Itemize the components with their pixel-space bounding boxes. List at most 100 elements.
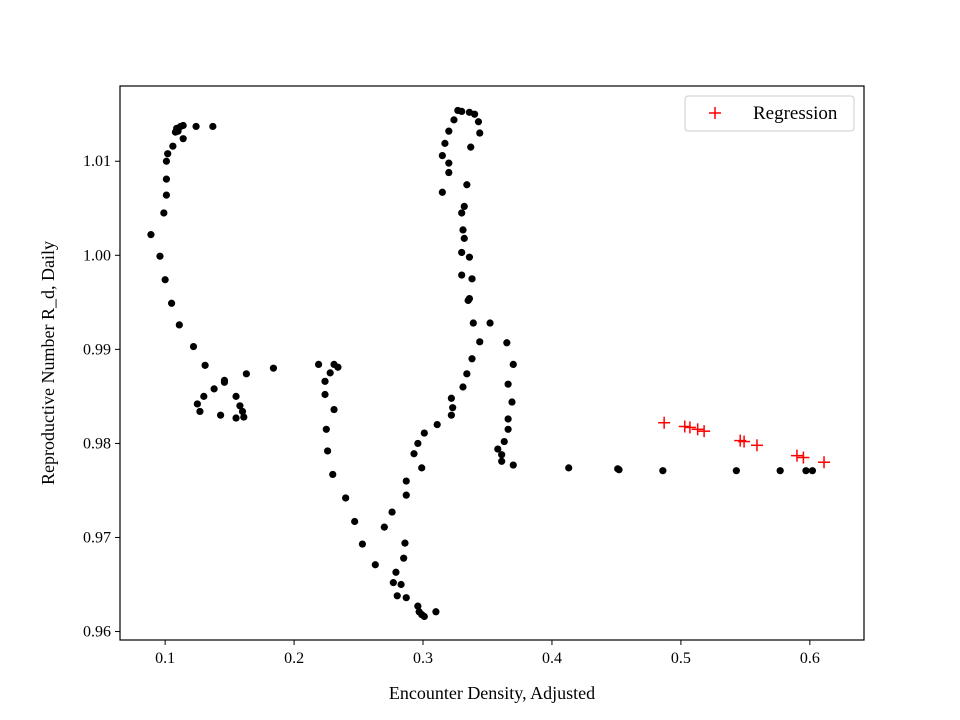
observed-point <box>323 447 332 455</box>
observed-point <box>169 142 177 150</box>
observed-point <box>445 159 453 167</box>
observed-point <box>460 234 468 242</box>
observed-point <box>402 491 410 499</box>
observed-point <box>175 321 183 329</box>
y-tick-label: 0.96 <box>83 624 111 641</box>
observed-point <box>334 363 342 371</box>
legend-box <box>684 95 855 132</box>
observed-point <box>160 209 168 217</box>
observed-point <box>220 378 229 386</box>
observed-point <box>161 276 169 284</box>
observed-point <box>162 191 171 199</box>
observed-point <box>659 467 667 475</box>
observed-point <box>808 467 817 475</box>
observed-point <box>445 168 453 177</box>
observed-point <box>474 118 483 126</box>
observed-point <box>465 253 474 261</box>
observed-point <box>458 248 466 257</box>
observed-point <box>447 394 455 402</box>
plot-frame <box>119 85 865 641</box>
observed-point <box>420 429 428 437</box>
observed-point <box>189 342 198 351</box>
observed-point <box>397 580 405 589</box>
x-tick-label: 0.5 <box>671 650 691 667</box>
y-tick-label: 0.98 <box>83 435 111 452</box>
observed-point <box>179 135 187 143</box>
observed-point <box>329 470 337 479</box>
observed-point <box>236 402 244 410</box>
observed-point <box>776 467 784 475</box>
regression-point <box>790 449 803 462</box>
observed-point <box>500 437 508 446</box>
observed-point <box>438 188 446 196</box>
observed-point <box>401 539 409 547</box>
y-axis-ticks: 0.96 0.97 0.98 0.99 1.00 1.01 <box>83 153 120 641</box>
observed-point <box>209 122 217 131</box>
observed-point <box>174 127 182 135</box>
x-tick-label: 0.4 <box>542 650 562 667</box>
observed-point <box>322 425 330 433</box>
x-axis-title: Encounter Density, Adjusted <box>389 683 595 703</box>
observed-point <box>414 439 422 448</box>
observed-point <box>400 554 408 562</box>
observed-point <box>504 415 512 423</box>
observed-point <box>330 405 338 414</box>
y-axis-title: Reproductive Number R_d, Daily <box>38 241 58 485</box>
observed-point <box>242 370 250 378</box>
x-tick-label: 0.2 <box>284 650 304 667</box>
observed-point <box>469 319 477 327</box>
observed-point <box>389 579 397 587</box>
y-tick-label: 1.01 <box>83 153 111 170</box>
observed-point <box>167 299 176 307</box>
observed-point <box>450 116 458 124</box>
observed-point <box>192 122 200 131</box>
x-tick-label: 0.3 <box>413 650 433 667</box>
observed-point <box>326 369 334 377</box>
observed-point <box>460 202 468 210</box>
observed-point <box>458 209 466 217</box>
observed-point <box>216 411 225 419</box>
observed-point <box>156 252 164 260</box>
observed-point <box>476 129 484 137</box>
observed-point <box>238 407 247 416</box>
observed-point <box>371 561 379 569</box>
observed-point <box>164 150 172 158</box>
observed-point <box>463 181 471 189</box>
observed-point <box>441 139 449 147</box>
observed-point <box>147 231 155 239</box>
observed-point <box>314 360 323 369</box>
observed-point <box>232 414 240 422</box>
x-tick-label: 0.1 <box>155 650 175 667</box>
x-axis-ticks: 0.1 0.2 0.3 0.4 0.5 0.6 <box>155 640 820 667</box>
observed-point <box>196 407 204 416</box>
observed-point <box>269 364 278 372</box>
regression-point <box>698 425 711 438</box>
observed-point <box>438 152 446 160</box>
regression-point <box>738 435 751 448</box>
legend-label-regression: Regression <box>753 103 838 124</box>
y-tick-label: 0.97 <box>83 529 111 546</box>
observed-point <box>459 226 467 234</box>
observed-point <box>459 383 467 391</box>
observed-point <box>465 294 474 303</box>
observed-point <box>447 411 455 419</box>
x-tick-label: 0.6 <box>800 650 820 667</box>
observed-point <box>449 404 457 412</box>
observed-point <box>432 608 440 616</box>
observed-point <box>342 494 350 502</box>
observed-point <box>410 450 418 458</box>
y-tick-label: 1.00 <box>83 247 111 264</box>
observed-point <box>402 477 410 485</box>
observed-point <box>468 275 476 283</box>
observed-point <box>802 467 810 475</box>
observed-point <box>509 461 517 469</box>
observed-point <box>565 464 573 472</box>
observed-point <box>232 392 240 400</box>
regression-point <box>658 416 671 429</box>
y-tick-label: 0.99 <box>83 341 111 358</box>
observed-point <box>458 107 466 115</box>
observed-point <box>414 602 422 610</box>
observed-point <box>393 592 401 600</box>
legend-marker-regression-icon <box>709 107 721 119</box>
